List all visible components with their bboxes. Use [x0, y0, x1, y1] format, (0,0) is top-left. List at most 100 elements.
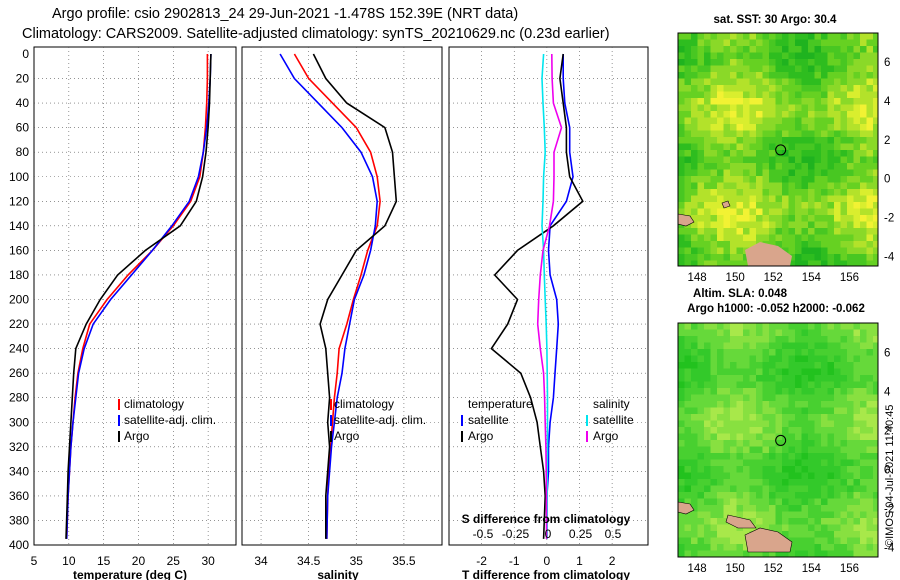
heatmap-cell — [749, 368, 757, 376]
heatmap-cell — [691, 375, 698, 382]
heatmap-cell — [788, 52, 796, 60]
heatmap-cell — [697, 459, 705, 467]
heatmap-cell — [717, 323, 724, 330]
heatmap-cell — [769, 479, 776, 486]
heatmap-cell — [704, 342, 711, 350]
heatmap-cell — [873, 479, 878, 486]
heatmap-cell — [860, 111, 867, 118]
heatmap-cell — [860, 52, 867, 60]
heatmap-cell — [853, 104, 861, 112]
heatmap-cell — [678, 492, 685, 499]
heatmap-cell — [723, 355, 731, 363]
heatmap-cell — [743, 215, 750, 222]
heatmap-cell — [717, 362, 724, 369]
heatmap-cell — [866, 349, 874, 356]
heatmap-cell — [814, 531, 822, 538]
heatmap-cell — [801, 420, 809, 428]
heatmap-cell — [704, 130, 711, 138]
heatmap-cell — [808, 104, 815, 112]
heatmap-cell — [756, 518, 763, 525]
heatmap-cell — [827, 381, 835, 389]
heatmap-cell — [762, 143, 770, 151]
heatmap-cell — [691, 472, 698, 480]
heatmap-cell — [834, 394, 841, 402]
heatmap-cell — [762, 446, 770, 454]
heatmap-cell — [827, 524, 835, 532]
heatmap-cell — [782, 65, 789, 73]
heatmap-cell — [775, 401, 783, 408]
heatmap-cell — [873, 39, 878, 47]
heatmap-cell — [678, 550, 685, 557]
heatmap-cell — [717, 195, 724, 203]
heatmap-cell — [788, 85, 796, 92]
heatmap-cell — [762, 388, 770, 395]
heatmap-cell — [723, 182, 731, 190]
heatmap-cell — [749, 215, 757, 222]
heatmap-cell — [691, 433, 698, 441]
heatmap-cell — [834, 150, 841, 157]
heatmap-cell — [717, 104, 724, 112]
heatmap-cell — [814, 394, 822, 402]
heatmap-cell — [730, 72, 737, 79]
heatmap-cell — [756, 401, 763, 408]
heatmap-cell — [743, 39, 750, 47]
heatmap-cell — [762, 336, 770, 343]
heatmap-cell — [691, 65, 698, 73]
heatmap-cell — [723, 52, 731, 60]
heatmap-cell — [795, 349, 802, 356]
heatmap-cell — [730, 420, 737, 428]
heatmap-cell — [697, 420, 705, 428]
heatmap-cell — [749, 195, 757, 203]
heatmap-cell — [788, 479, 796, 486]
heatmap-cell — [704, 85, 711, 92]
heatmap-cell — [691, 446, 698, 454]
heatmap-cell — [821, 485, 828, 493]
legend-label-t-argo: Argo — [468, 429, 494, 443]
heatmap-cell — [866, 182, 874, 190]
heatmap-cell — [704, 98, 711, 105]
heatmap-cell — [710, 143, 718, 151]
heatmap-cell — [678, 130, 685, 138]
series-line-satellite-adj-clim- — [65, 53, 212, 539]
heatmap-cell — [775, 524, 783, 532]
heatmap-cell — [678, 479, 685, 486]
heatmap-cell — [814, 349, 822, 356]
heatmap-cell — [775, 466, 783, 473]
heatmap-cell — [814, 407, 822, 415]
heatmap-cell — [691, 150, 698, 157]
heatmap-cell — [801, 52, 809, 60]
heatmap-cell — [860, 59, 867, 66]
heatmap-cell — [782, 336, 789, 343]
heatmap-cell — [775, 104, 783, 112]
heatmap-cell — [684, 479, 692, 486]
heatmap-cell — [743, 427, 750, 434]
heatmap-cell — [866, 479, 874, 486]
heatmap-cell — [691, 388, 698, 395]
heatmap-cell — [756, 111, 763, 118]
heatmap-cell — [775, 202, 783, 209]
heatmap-cell — [801, 124, 809, 131]
heatmap-cell — [730, 459, 737, 467]
heatmap-cell — [710, 111, 718, 118]
heatmap-cell — [756, 368, 763, 376]
heatmap-cell — [749, 208, 757, 216]
heatmap-cell — [691, 195, 698, 203]
latitude-tick-label: 6 — [884, 57, 890, 69]
heatmap-cell — [866, 453, 874, 460]
heatmap-cell — [691, 459, 698, 467]
heatmap-cell — [684, 52, 692, 60]
heatmap-cell — [814, 241, 822, 248]
heatmap-cell — [736, 531, 744, 538]
heatmap-cell — [723, 98, 731, 105]
heatmap-cell — [827, 182, 835, 190]
heatmap-cell — [736, 163, 744, 170]
heatmap-cell — [684, 427, 692, 434]
heatmap-cell — [684, 156, 692, 164]
heatmap-cell — [873, 544, 878, 551]
heatmap-cell — [834, 375, 841, 382]
heatmap-cell — [684, 511, 692, 519]
heatmap-cell — [788, 208, 796, 216]
heatmap-cell — [860, 241, 867, 248]
sst-heatmap-cells — [678, 33, 878, 266]
heatmap-cell — [749, 241, 757, 248]
